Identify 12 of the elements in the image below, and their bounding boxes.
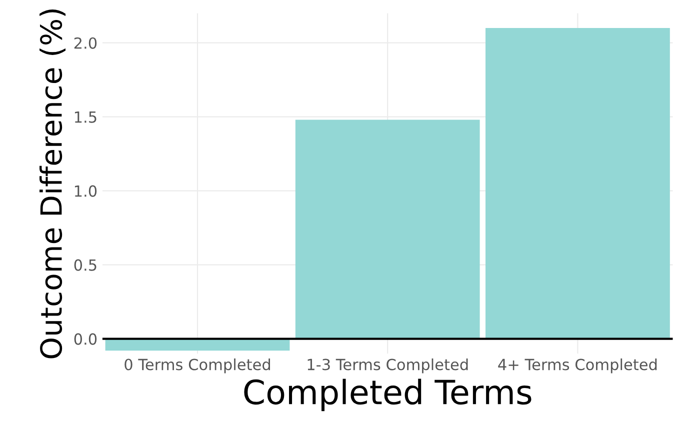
y-tick-label: 1.0 [74,185,97,197]
y-axis-title: Outcome Difference (%) [40,9,66,358]
x-tick-label: 1-3 Terms Completed [308,358,468,374]
x-tick-label: 0 Terms Completed [124,358,270,374]
y-tick-label: 0.5 [74,259,96,271]
y-tick-label: 2.0 [74,37,97,49]
y-tick-label: 0.0 [74,333,97,345]
x-tick-label: 4+ Terms Completed [498,358,657,374]
bar [295,120,480,339]
y-tick-label: 1.5 [74,112,96,123]
x-axis-title: Completed Terms [244,378,532,412]
bar [486,28,670,339]
